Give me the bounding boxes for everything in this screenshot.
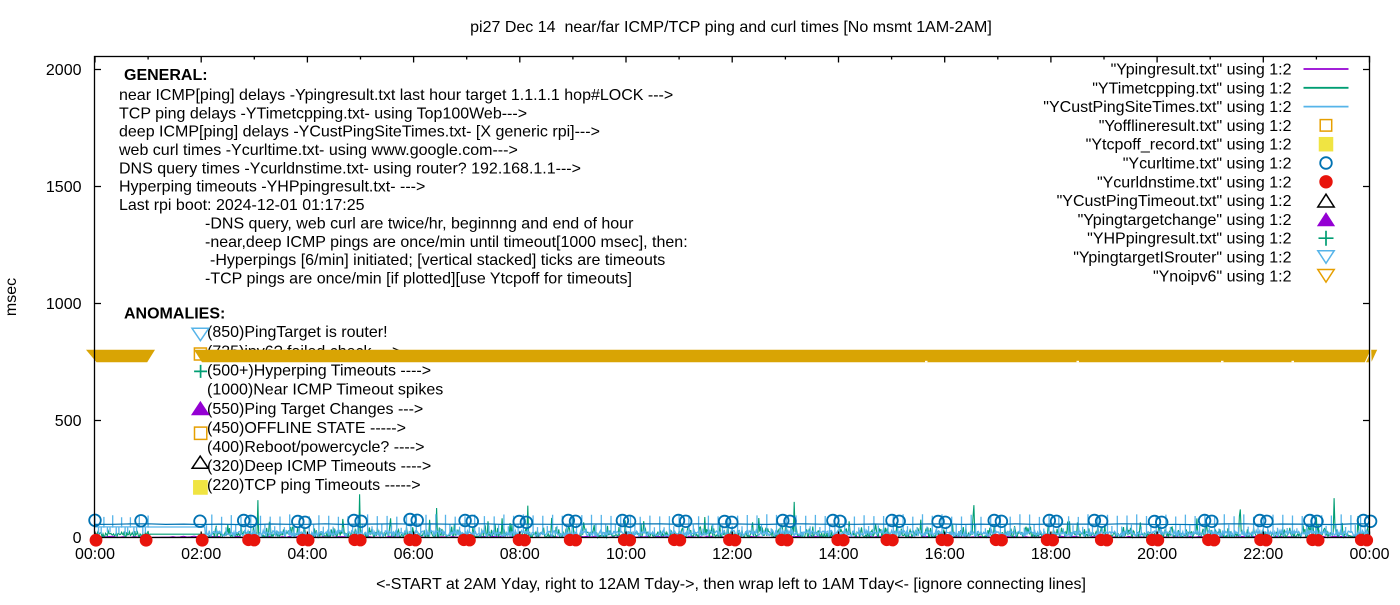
svg-text:-DNS query, web curl are twice: -DNS query, web curl are twice/hr, begin… bbox=[205, 216, 634, 233]
svg-text:18:00: 18:00 bbox=[1031, 546, 1071, 563]
svg-text:Hyperping timeouts -YHPpingres: Hyperping timeouts -YHPpingresult.txt- -… bbox=[119, 179, 425, 196]
svg-text:02:00: 02:00 bbox=[181, 546, 221, 563]
svg-text:(550)Ping Target Changes --->: (550)Ping Target Changes ---> bbox=[207, 401, 423, 418]
svg-text:"YCustPingSiteTimes.txt" using: "YCustPingSiteTimes.txt" using 1:2 bbox=[1043, 99, 1291, 116]
svg-text:20:00: 20:00 bbox=[1137, 546, 1177, 563]
svg-text:"Ypingtargetchange" using 1:2: "Ypingtargetchange" using 1:2 bbox=[1078, 212, 1292, 229]
svg-text:08:00: 08:00 bbox=[500, 546, 540, 563]
svg-text:pi27 Dec 14 near/far ICMP/TCP: pi27 Dec 14 near/far ICMP/TCP ping and c… bbox=[470, 19, 992, 36]
svg-text:DNS query times -Ycurldnstime.: DNS query times -Ycurldnstime.txt- using… bbox=[119, 161, 581, 178]
svg-text:"YCustPingTimeout.txt" using 1: "YCustPingTimeout.txt" using 1:2 bbox=[1057, 193, 1292, 210]
svg-text:04:00: 04:00 bbox=[287, 546, 327, 563]
svg-text:Last rpi boot: 2024-12-01 01:1: Last rpi boot: 2024-12-01 01:17:25 bbox=[119, 197, 365, 214]
svg-text:-TCP pings are once/min [if pl: -TCP pings are once/min [if plotted][use… bbox=[205, 271, 632, 288]
svg-text:"YHPpingresult.txt" using 1:2: "YHPpingresult.txt" using 1:2 bbox=[1087, 231, 1291, 248]
svg-text:(320)Deep ICMP Timeouts ---->: (320)Deep ICMP Timeouts ----> bbox=[207, 458, 431, 475]
svg-text:"Ytcpoff_record.txt" using 1:2: "Ytcpoff_record.txt" using 1:2 bbox=[1086, 137, 1292, 154]
svg-text:0: 0 bbox=[73, 530, 82, 547]
svg-text:1000: 1000 bbox=[46, 296, 82, 313]
svg-text:web curl times -Ycurltime.txt-: web curl times -Ycurltime.txt- using www… bbox=[118, 142, 518, 159]
svg-text:00:00: 00:00 bbox=[75, 546, 115, 563]
svg-text:(850)PingTarget is router!: (850)PingTarget is router! bbox=[207, 324, 388, 341]
svg-text:(220)TCP ping Timeouts ----->: (220)TCP ping Timeouts -----> bbox=[207, 477, 421, 494]
svg-text:10:00: 10:00 bbox=[606, 546, 646, 563]
svg-text:<-START at 2AM Yday, right to: <-START at 2AM Yday, right to 12AM Tday-… bbox=[376, 576, 1086, 593]
svg-text:22:00: 22:00 bbox=[1243, 546, 1283, 563]
svg-text:"YpingtargetISrouter" using 1:: "YpingtargetISrouter" using 1:2 bbox=[1073, 250, 1291, 267]
svg-text:"Yofflineresult.txt" using 1:2: "Yofflineresult.txt" using 1:2 bbox=[1099, 118, 1292, 135]
svg-text:"YTimetcpping.txt" using 1:2: "YTimetcpping.txt" using 1:2 bbox=[1092, 80, 1291, 97]
svg-text:ANOMALIES:: ANOMALIES: bbox=[124, 306, 225, 323]
svg-text:TCP ping delays -YTimetcpping.: TCP ping delays -YTimetcpping.txt- using… bbox=[119, 106, 527, 123]
svg-text:near ICMP[ping] delays -Ypingr: near ICMP[ping] delays -Ypingresult.txt … bbox=[119, 87, 673, 104]
svg-text:(1000)Near ICMP Timeout spikes: (1000)Near ICMP Timeout spikes bbox=[207, 382, 443, 399]
svg-text:-near,deep ICMP pings are once: -near,deep ICMP pings are once/min until… bbox=[205, 234, 688, 251]
svg-text:(450)OFFLINE STATE ----->: (450)OFFLINE STATE -----> bbox=[207, 420, 406, 437]
svg-text:deep ICMP[ping] delays -YCustP: deep ICMP[ping] delays -YCustPingSiteTim… bbox=[119, 124, 600, 141]
svg-text:"Ynoipv6" using 1:2: "Ynoipv6" using 1:2 bbox=[1153, 268, 1292, 285]
svg-text:16:00: 16:00 bbox=[925, 546, 965, 563]
svg-text:"Ycurltime.txt" using 1:2: "Ycurltime.txt" using 1:2 bbox=[1123, 156, 1292, 173]
svg-text:"Ycurldnstime.txt" using 1:2: "Ycurldnstime.txt" using 1:2 bbox=[1097, 174, 1292, 191]
svg-text:500: 500 bbox=[55, 413, 82, 430]
svg-text:14:00: 14:00 bbox=[818, 546, 858, 563]
svg-text:12:00: 12:00 bbox=[712, 546, 752, 563]
svg-text:06:00: 06:00 bbox=[394, 546, 434, 563]
svg-text:"Ypingresult.txt" using 1:2: "Ypingresult.txt" using 1:2 bbox=[1111, 62, 1292, 79]
svg-text:msec: msec bbox=[3, 278, 20, 316]
svg-text:(500+)Hyperping Timeouts ---->: (500+)Hyperping Timeouts ----> bbox=[207, 363, 431, 380]
svg-text:1500: 1500 bbox=[46, 179, 82, 196]
svg-text:GENERAL:: GENERAL: bbox=[124, 67, 208, 84]
svg-text:2000: 2000 bbox=[46, 62, 82, 79]
svg-text:00:00: 00:00 bbox=[1349, 546, 1389, 563]
svg-text:-Hyperpings [6/min] initiated;: -Hyperpings [6/min] initiated; [vertical… bbox=[210, 252, 665, 269]
svg-text:(400)Reboot/powercycle? ---->: (400)Reboot/powercycle? ----> bbox=[207, 439, 424, 456]
